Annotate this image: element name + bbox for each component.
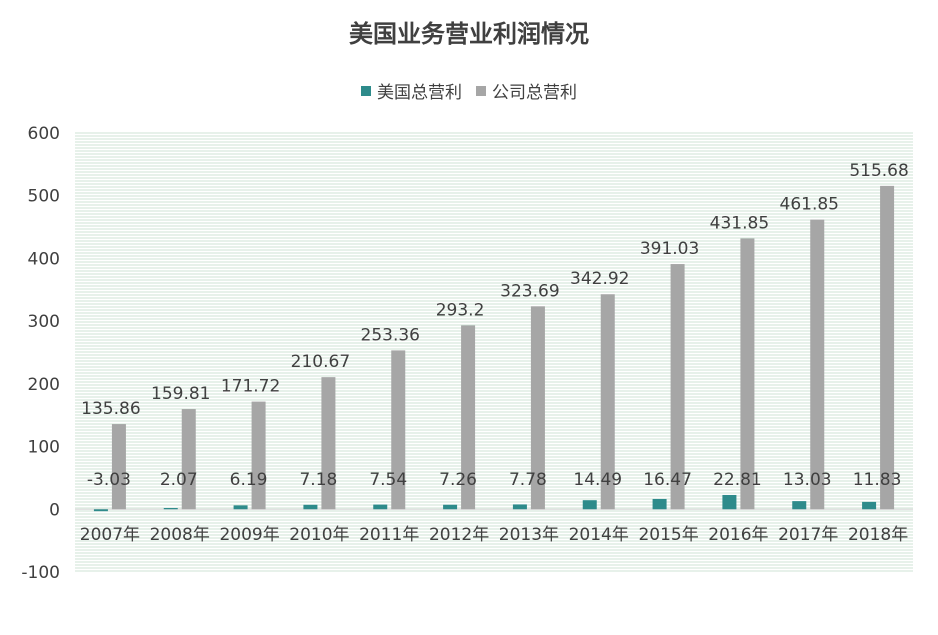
- bar-company: [880, 185, 895, 510]
- x-tick-label: 2012年: [429, 525, 489, 545]
- chart-legend: 美国总营利 公司总营利: [0, 78, 938, 103]
- data-label-us: 14.49: [573, 470, 622, 490]
- y-tick-label: 100: [28, 438, 60, 458]
- bar-us: [512, 504, 527, 510]
- data-label-us: 13.03: [783, 470, 832, 490]
- data-label-company: 293.2: [436, 300, 485, 320]
- bar-us: [303, 504, 318, 510]
- legend-item-company: 公司总营利: [476, 78, 577, 103]
- bar-company: [740, 238, 755, 510]
- x-tick-label: 2015年: [638, 525, 698, 545]
- data-label-company: 342.92: [570, 269, 629, 289]
- x-tick-label: 2009年: [219, 525, 279, 545]
- y-tick-label: 0: [49, 500, 60, 520]
- bar-company: [111, 424, 126, 510]
- bar-company: [391, 350, 406, 510]
- data-label-company: 171.72: [221, 377, 280, 397]
- legend-swatch-company: [476, 85, 486, 96]
- bar-us: [582, 500, 597, 510]
- x-tick-label: 2010年: [289, 525, 349, 545]
- y-tick-label: 300: [28, 312, 60, 332]
- data-label-us: 7.78: [509, 470, 547, 490]
- data-label-us: 6.19: [230, 470, 268, 490]
- bar-company: [670, 264, 685, 510]
- data-label-company: 431.85: [710, 213, 769, 233]
- bar-us: [233, 505, 248, 510]
- bar-us: [443, 504, 458, 510]
- bar-company: [600, 294, 615, 510]
- x-tick-label: 2017年: [778, 525, 838, 545]
- data-label-us: 2.07: [160, 470, 198, 490]
- data-label-us: 11.83: [853, 470, 902, 490]
- data-label-us: 7.54: [369, 470, 407, 490]
- data-label-company: 461.85: [780, 195, 839, 215]
- x-tick-label: 2014年: [569, 525, 629, 545]
- data-label-us: 7.18: [299, 470, 337, 490]
- data-label-company: 159.81: [151, 384, 210, 404]
- bar-company: [321, 377, 336, 510]
- bar-us: [373, 504, 388, 510]
- x-tick-label: 2011年: [359, 525, 419, 545]
- legend-item-us: 美国总营利: [361, 78, 462, 103]
- bar-us: [163, 507, 178, 510]
- data-label-us: 22.81: [713, 470, 762, 490]
- y-tick-label: 400: [28, 249, 60, 269]
- data-label-company: 253.36: [361, 325, 420, 345]
- legend-swatch-us: [361, 85, 371, 96]
- data-label-company: 391.03: [640, 239, 699, 259]
- legend-label-company: 公司总营利: [492, 83, 577, 103]
- x-tick-label: 2016年: [708, 525, 768, 545]
- bar-company: [810, 219, 825, 510]
- bar-us: [862, 501, 877, 510]
- data-label-company: 210.67: [291, 352, 350, 372]
- data-label-company: 515.68: [849, 161, 908, 181]
- x-tick-label: 2008年: [150, 525, 210, 545]
- y-tick-label: 500: [28, 187, 60, 207]
- y-tick-label: 200: [28, 375, 60, 395]
- data-label-us: 7.26: [439, 470, 477, 490]
- chart-title: 美国业务营业利润情况: [349, 20, 589, 48]
- data-label-us: 16.47: [643, 470, 692, 490]
- x-tick-label: 2007年: [80, 525, 140, 545]
- bar-us: [652, 498, 667, 510]
- data-label-company: 135.86: [81, 399, 140, 419]
- bar-company: [251, 401, 266, 510]
- bar-company: [530, 306, 545, 510]
- data-label-us: -3.03: [87, 470, 131, 490]
- data-label-company: 323.69: [500, 281, 559, 301]
- bar-us: [792, 501, 807, 510]
- legend-label-us: 美国总营利: [377, 83, 462, 103]
- y-tick-label: 600: [28, 124, 60, 144]
- x-tick-label: 2018年: [848, 525, 908, 545]
- x-tick-label: 2013年: [499, 525, 559, 545]
- bar-company: [461, 325, 476, 510]
- bar-company: [181, 409, 196, 510]
- bar-us: [93, 509, 108, 512]
- y-tick-label: -100: [21, 563, 60, 583]
- bar-us: [722, 494, 737, 510]
